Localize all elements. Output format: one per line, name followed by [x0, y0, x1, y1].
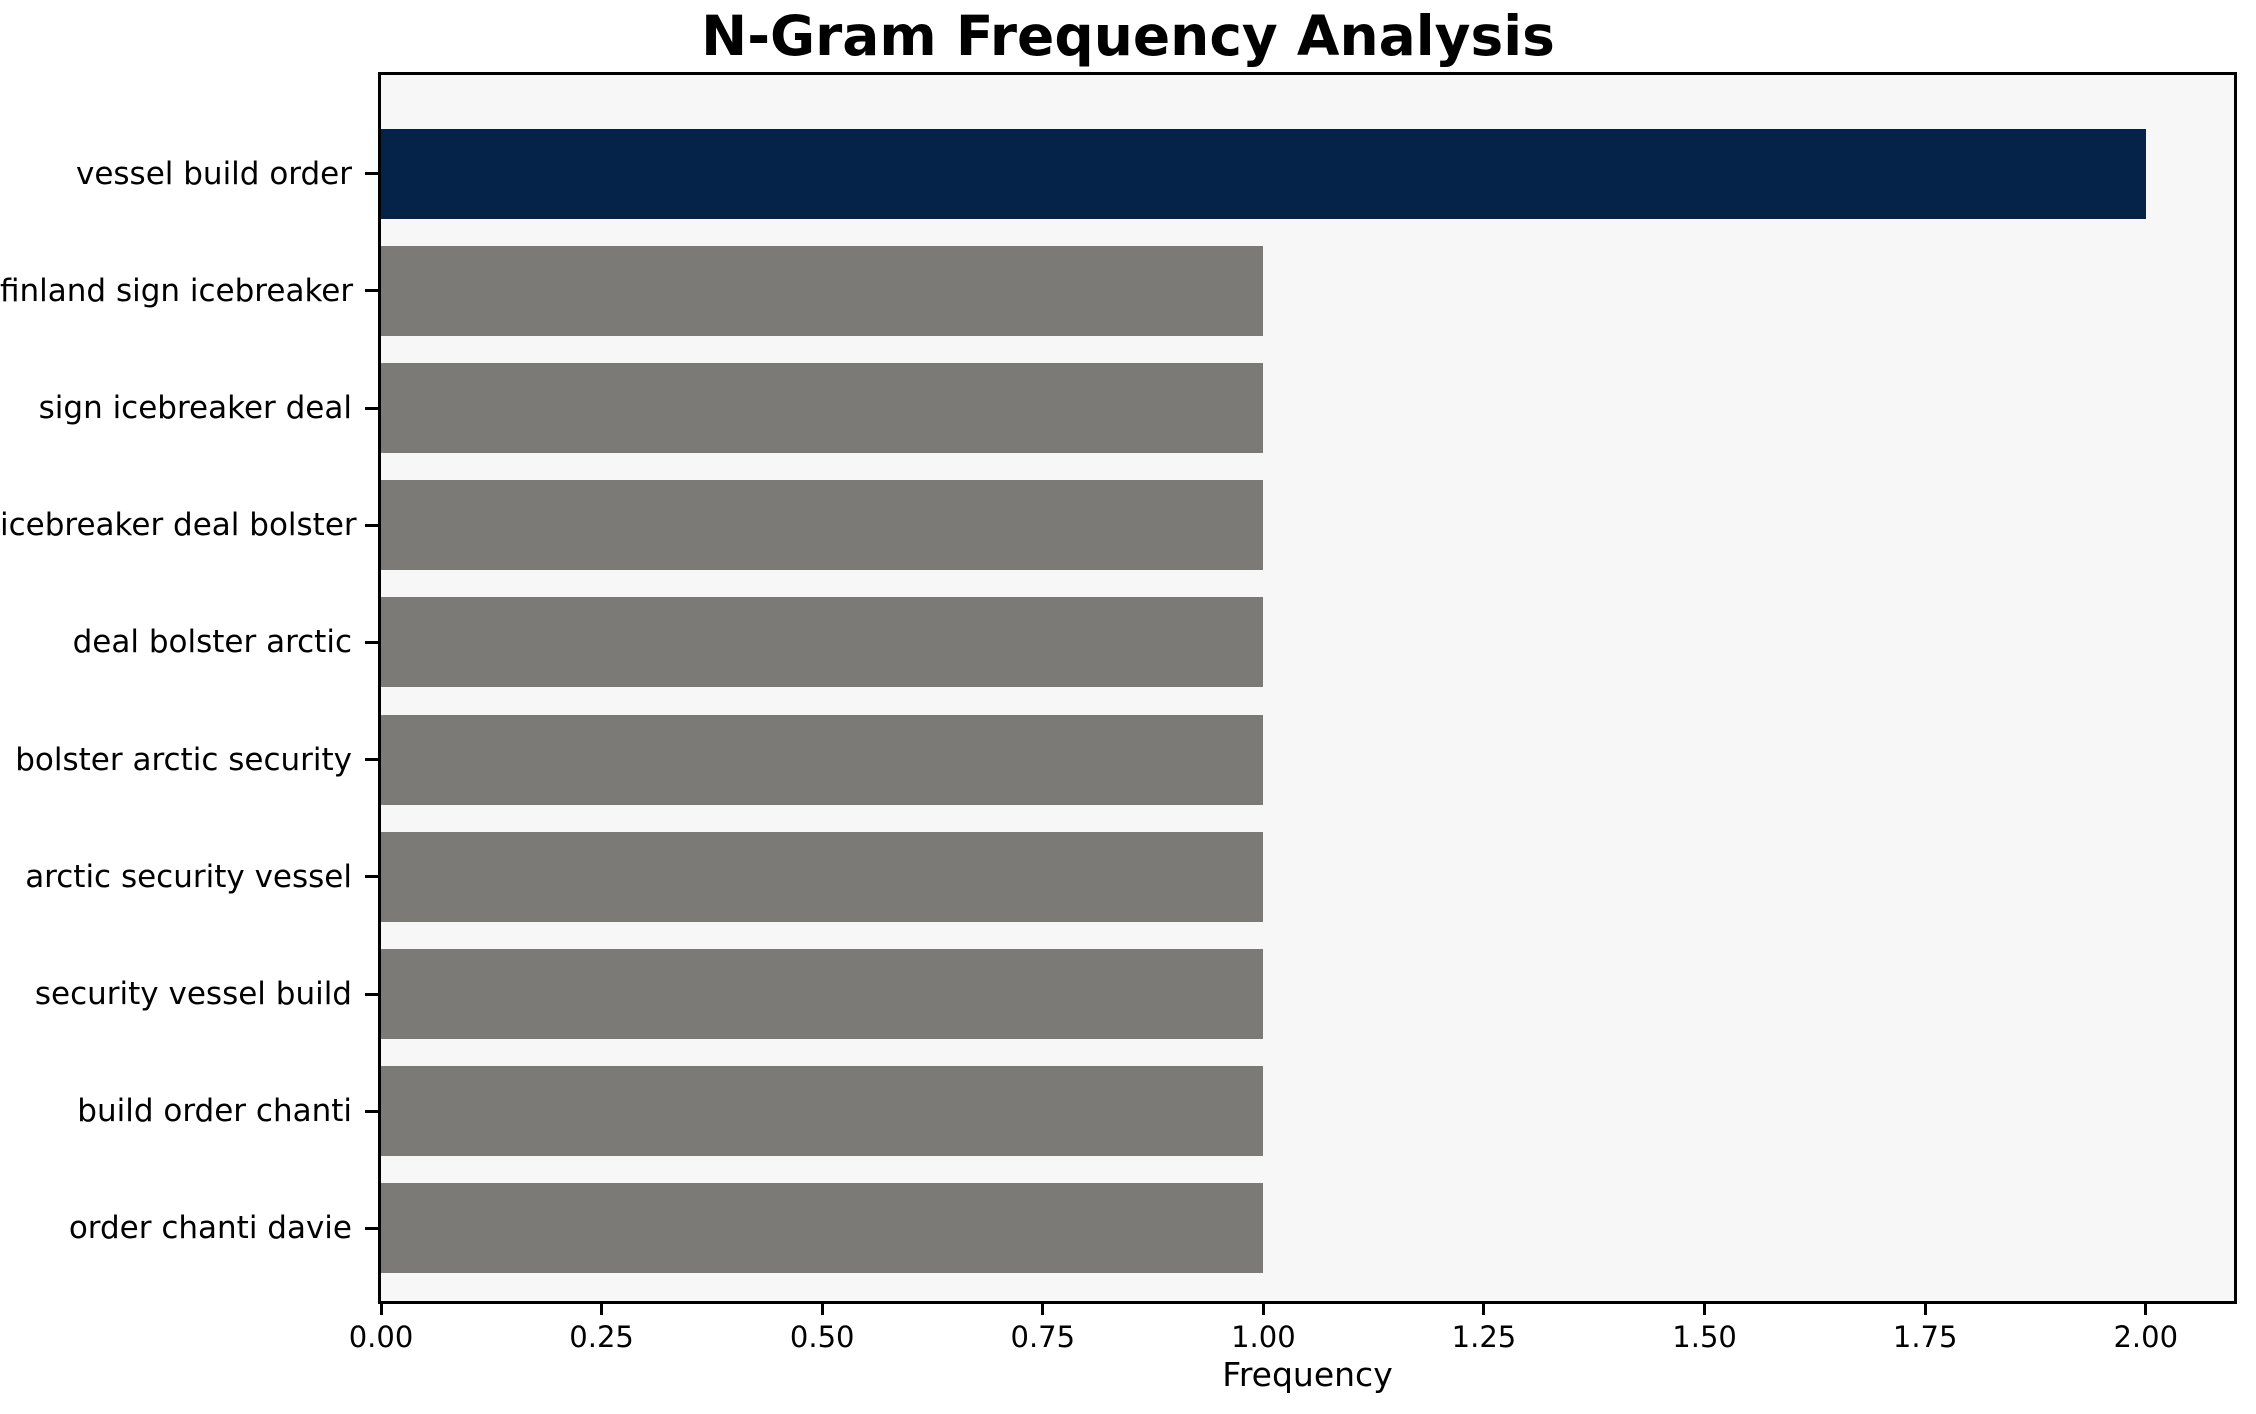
x-tick-label: 1.00 [1231, 1320, 1296, 1354]
bar [381, 363, 1264, 453]
y-tick-mark [365, 758, 378, 762]
x-tick-mark [1482, 1304, 1486, 1315]
x-tick-label: 1.25 [1451, 1320, 1517, 1354]
y-tick-mark [365, 289, 378, 293]
y-tick-mark [365, 1226, 378, 1230]
bar [381, 245, 1264, 336]
y-tick-label: security vessel build [34, 976, 352, 1012]
bar [381, 949, 1264, 1039]
x-tick-label: 1.50 [1672, 1320, 1737, 1354]
x-tick-mark [2144, 1304, 2148, 1315]
y-tick-label: order chanti davie [68, 1210, 352, 1247]
plot-area [378, 72, 2237, 1304]
x-tick-label: 1.75 [1892, 1320, 1958, 1354]
y-tick-mark [365, 523, 378, 527]
x-tick-mark [1261, 1304, 1265, 1315]
x-axis-title: Frequency [1222, 1355, 1393, 1394]
y-tick-mark [365, 992, 378, 996]
x-tick-mark [379, 1304, 383, 1315]
y-tick-label: icebreaker deal bolster [0, 507, 357, 544]
bar [381, 1183, 1264, 1274]
x-tick-mark [1923, 1304, 1927, 1315]
x-tick-mark [1703, 1304, 1707, 1315]
x-tick-mark [1041, 1304, 1045, 1315]
x-tick-label: 0.00 [348, 1320, 414, 1354]
bar [381, 480, 1264, 571]
y-tick-label: arctic security vessel [25, 858, 352, 895]
y-tick-mark [365, 875, 378, 879]
chart-title: N-Gram Frequency Analysis [701, 4, 1555, 68]
y-tick-label: build order chanti [77, 1093, 352, 1130]
bar [381, 714, 1264, 805]
y-tick-mark [365, 1109, 378, 1113]
y-tick-label: deal bolster arctic [72, 624, 352, 661]
bar [381, 1066, 1264, 1157]
bar [381, 128, 2146, 219]
y-tick-label: finland sign icebreaker [0, 272, 354, 309]
y-tick-label: vessel build order [75, 155, 352, 192]
y-tick-label: sign icebreaker deal [38, 390, 352, 426]
x-tick-label: 2.00 [2113, 1320, 2179, 1354]
bar [381, 831, 1264, 922]
x-tick-mark [600, 1304, 604, 1315]
x-tick-label: 0.25 [569, 1320, 634, 1354]
y-tick-label: bolster arctic security [15, 741, 352, 778]
y-tick-mark [365, 406, 378, 410]
x-tick-mark [820, 1304, 824, 1315]
y-tick-mark [365, 640, 378, 644]
bar [381, 597, 1264, 688]
x-tick-label: 0.50 [789, 1320, 855, 1354]
x-tick-label: 0.75 [1010, 1320, 1076, 1354]
y-tick-mark [365, 172, 378, 176]
